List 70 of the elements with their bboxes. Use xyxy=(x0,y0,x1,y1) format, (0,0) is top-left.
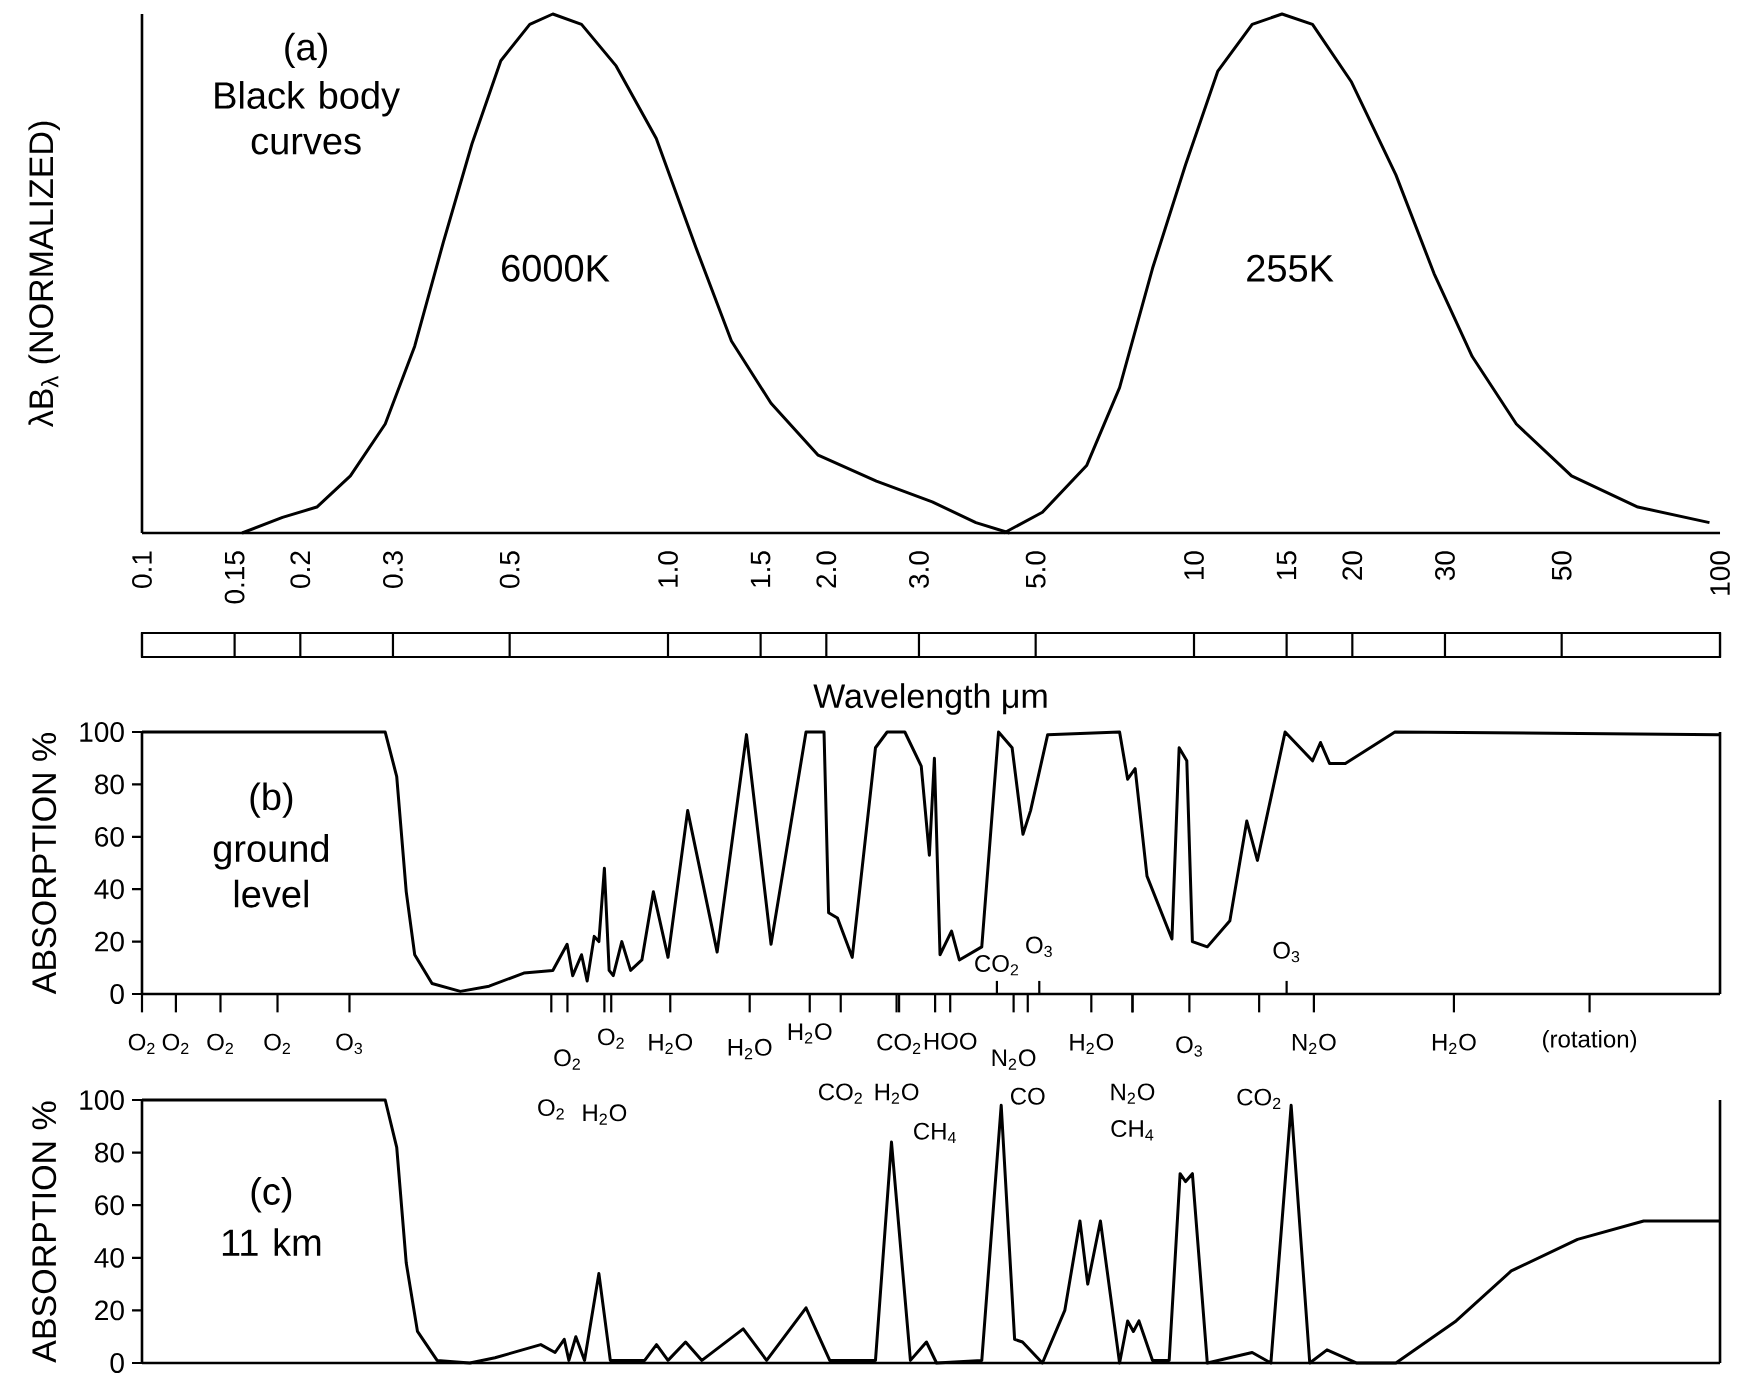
text: O$_{2}$ xyxy=(207,1033,233,1054)
text: H$_{2}$O xyxy=(1070,1033,1114,1054)
annotation: 255K xyxy=(1247,254,1334,282)
x-tick-label: 1.5 xyxy=(750,551,771,587)
text: H$_{2}$O xyxy=(1432,1033,1476,1054)
annotation: CH$_{4}$ xyxy=(1111,1120,1154,1141)
y-tick-label: 100 xyxy=(80,1090,124,1110)
y-tick-label: 80 xyxy=(95,774,124,795)
x-axis-title: Wavelength μm xyxy=(813,683,1047,715)
x-tick-label: 3.0 xyxy=(909,551,929,588)
y-axis-title: ABSORPTION % xyxy=(32,732,57,995)
text: 11 km xyxy=(222,1228,321,1256)
text: HOO xyxy=(924,1032,977,1050)
y-tick-label: 80 xyxy=(95,1142,124,1163)
x-tick-label: 10 xyxy=(1184,551,1204,580)
y-tick-label: 40 xyxy=(94,879,124,900)
text: Black body curves xyxy=(215,81,400,155)
text: O$_{2}$ xyxy=(128,1033,155,1054)
text: H$_{2}$O xyxy=(728,1038,772,1060)
x-tick-label: 0.2 xyxy=(290,551,311,588)
x-tick-label: 20 xyxy=(1342,551,1363,580)
text: N$_{2}$O xyxy=(992,1049,1036,1070)
annotation: CO xyxy=(1010,1087,1045,1105)
x-tick-label: 15 xyxy=(1276,551,1297,580)
text: O$_{2}$ xyxy=(264,1033,290,1054)
annotation: CO$_{2}$ xyxy=(1237,1088,1281,1109)
text: H$_{2}$O xyxy=(788,1023,832,1044)
x-tick-label: 5.0 xyxy=(1025,551,1046,588)
annotation: 6000K xyxy=(502,254,610,282)
x-tick-label: 50 xyxy=(1551,551,1572,581)
x-tick-label: 2.0 xyxy=(816,551,837,588)
annotation: CO$_{2}$ xyxy=(819,1083,862,1104)
annotation: O$_{3}$ xyxy=(1026,936,1052,958)
annotation: N$_{2}$O xyxy=(1111,1083,1155,1104)
annotation: H$_{2}$O xyxy=(875,1083,919,1104)
y-tick-label: 20 xyxy=(95,931,124,952)
y-tick-label: 100 xyxy=(80,722,124,742)
y-tick-label: 0 xyxy=(110,984,124,1004)
x-tick-label: 0.15 xyxy=(224,551,245,604)
annotation: O$_{3}$ xyxy=(1273,941,1300,963)
text: CO$_{2}$ xyxy=(877,1033,921,1054)
text: O$_{2}$ xyxy=(598,1028,624,1049)
text: (rotation) xyxy=(1543,1030,1637,1053)
annotation: O$_{2}$ xyxy=(538,1099,564,1120)
y-tick-label: 0 xyxy=(110,1353,124,1373)
y-tick-label: 20 xyxy=(95,1300,124,1321)
annotation: H$_{2}$O xyxy=(583,1104,627,1125)
annotation: CO$_{2}$ xyxy=(975,955,1019,976)
y-tick-label: 60 xyxy=(95,1195,124,1216)
x-tick-label: 30 xyxy=(1435,551,1455,581)
text: O$_{2}$ xyxy=(554,1049,580,1070)
x-tick-label: 100 xyxy=(1710,551,1730,595)
x-tick-label: 0.5 xyxy=(499,551,520,588)
y-tick-label: 40 xyxy=(94,1247,124,1268)
text: N$_{2}$O xyxy=(1292,1033,1336,1054)
y-axis-title: ABSORPTION % xyxy=(32,1101,57,1363)
text: H$_{2}$O xyxy=(649,1033,693,1054)
text: O$_{3}$ xyxy=(1176,1036,1202,1057)
y-tick-label: 60 xyxy=(95,826,124,847)
annotation: CH$_{4}$ xyxy=(914,1122,956,1144)
text: O$_{3}$ xyxy=(336,1033,363,1055)
text: O$_{2}$ xyxy=(162,1033,189,1054)
y-axis-title: λB$_{λ}$ (NORMALIZED) xyxy=(28,121,60,428)
text: (b) xyxy=(250,782,293,818)
text: (c) xyxy=(251,1176,292,1213)
x-tick-label: 1.0 xyxy=(658,551,678,587)
x-tick-label: 0.3 xyxy=(383,551,403,588)
x-tick-label: 0.1 xyxy=(132,551,152,588)
chart-title: (a) xyxy=(285,32,327,69)
text: ground level xyxy=(213,834,329,908)
